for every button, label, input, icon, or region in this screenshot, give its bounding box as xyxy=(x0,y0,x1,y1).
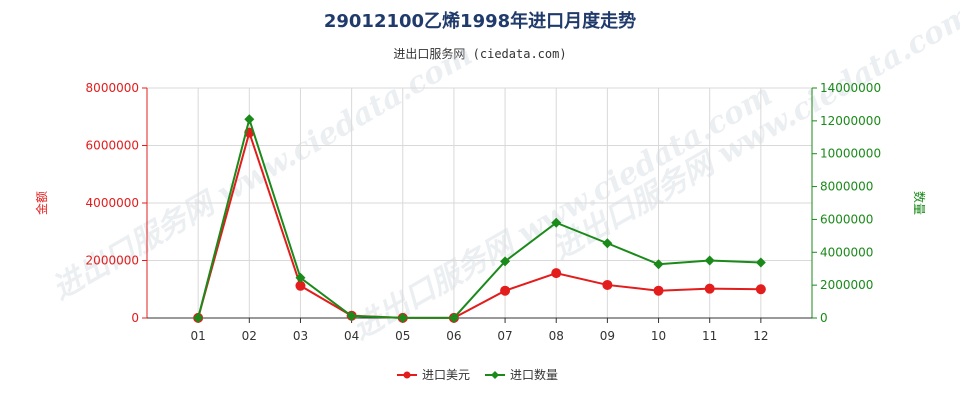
legend-item-qty[interactable]: 进口数量 xyxy=(485,367,558,382)
data-point-usd[interactable] xyxy=(295,280,306,291)
chart-subtitle: 进出口服务网 (ciedata.com) xyxy=(393,46,566,61)
x-tick-label: 02 xyxy=(242,329,257,343)
data-point-qty[interactable] xyxy=(295,272,306,283)
y-axis-right-label: 数量 xyxy=(912,191,927,215)
y-tick-label-left: 6000000 xyxy=(86,139,139,153)
x-tick-label: 06 xyxy=(446,329,461,343)
data-point-qty[interactable] xyxy=(551,217,562,228)
data-point-qty[interactable] xyxy=(602,238,613,249)
grid xyxy=(147,87,813,319)
y-axis-left-label: 金额 xyxy=(34,191,49,215)
series-line-qty xyxy=(197,115,761,319)
y-tick-label-right: 8000000 xyxy=(820,180,873,194)
y-tick-label-left: 8000000 xyxy=(86,81,139,95)
chart-title: 29012100乙烯1998年进口月度走势 xyxy=(324,10,636,32)
y-tick-label-left: 4000000 xyxy=(86,196,139,210)
x-tick-label: 12 xyxy=(753,329,768,343)
y-tick-label-right: 6000000 xyxy=(820,212,873,226)
svg-text:进出口服务网 www.ciedata.com: 进出口服务网 www.ciedata.com xyxy=(547,0,960,267)
data-point-usd[interactable] xyxy=(551,268,562,279)
y-tick-label-right: 12000000 xyxy=(820,114,881,128)
legend-marker-usd xyxy=(403,371,411,379)
data-point-usd[interactable] xyxy=(653,285,664,296)
x-tick-label: 11 xyxy=(702,329,717,343)
data-point-usd[interactable] xyxy=(602,279,613,290)
data-point-qty[interactable] xyxy=(244,114,255,125)
data-point-qty[interactable] xyxy=(704,255,715,266)
y-tick-label-right: 14000000 xyxy=(820,81,881,95)
data-point-usd[interactable] xyxy=(704,283,715,294)
x-tick-label: 01 xyxy=(191,329,206,343)
x-tick-label: 03 xyxy=(293,329,308,343)
y-tick-label-left: 0 xyxy=(131,311,139,325)
svg-text:进出口服务网 www.ciedata.com: 进出口服务网 www.ciedata.com xyxy=(347,77,779,346)
data-point-usd[interactable] xyxy=(755,284,766,295)
axes: 0 2000000 4000000 6000000 8000000 0 2000000 400… xyxy=(86,81,882,343)
y-tick-label-right: 2000000 xyxy=(820,278,873,292)
x-tick-label: 10 xyxy=(651,329,666,343)
legend-label-usd: 进口美元 xyxy=(422,368,470,382)
legend-marker-qty xyxy=(491,371,499,379)
y-tick-label-left: 2000000 xyxy=(86,254,139,268)
x-tick-label: 05 xyxy=(395,329,410,343)
data-point-qty[interactable] xyxy=(755,257,766,268)
data-point-qty[interactable] xyxy=(653,259,664,270)
x-tick-label: 09 xyxy=(600,329,615,343)
data-point-qty[interactable] xyxy=(397,312,408,323)
x-tick-label: 07 xyxy=(497,329,512,343)
y-tick-label-right: 10000000 xyxy=(820,147,881,161)
x-tick-label: 08 xyxy=(549,329,564,343)
data-point-qty[interactable] xyxy=(346,311,357,322)
legend-label-qty: 进口数量 xyxy=(510,367,558,382)
data-point-usd[interactable] xyxy=(500,285,511,296)
legend: 进口美元 进口数量 xyxy=(397,367,558,382)
data-point-qty[interactable] xyxy=(193,312,204,323)
series-line-usd xyxy=(197,129,761,319)
y-tick-label-right: 4000000 xyxy=(820,245,873,259)
series xyxy=(193,114,766,323)
data-point-qty[interactable] xyxy=(500,256,511,267)
y-tick-label-right: 0 xyxy=(820,311,828,325)
x-tick-label: 04 xyxy=(344,329,359,343)
data-point-qty[interactable] xyxy=(448,312,459,323)
legend-item-usd[interactable]: 进口美元 xyxy=(397,368,470,382)
